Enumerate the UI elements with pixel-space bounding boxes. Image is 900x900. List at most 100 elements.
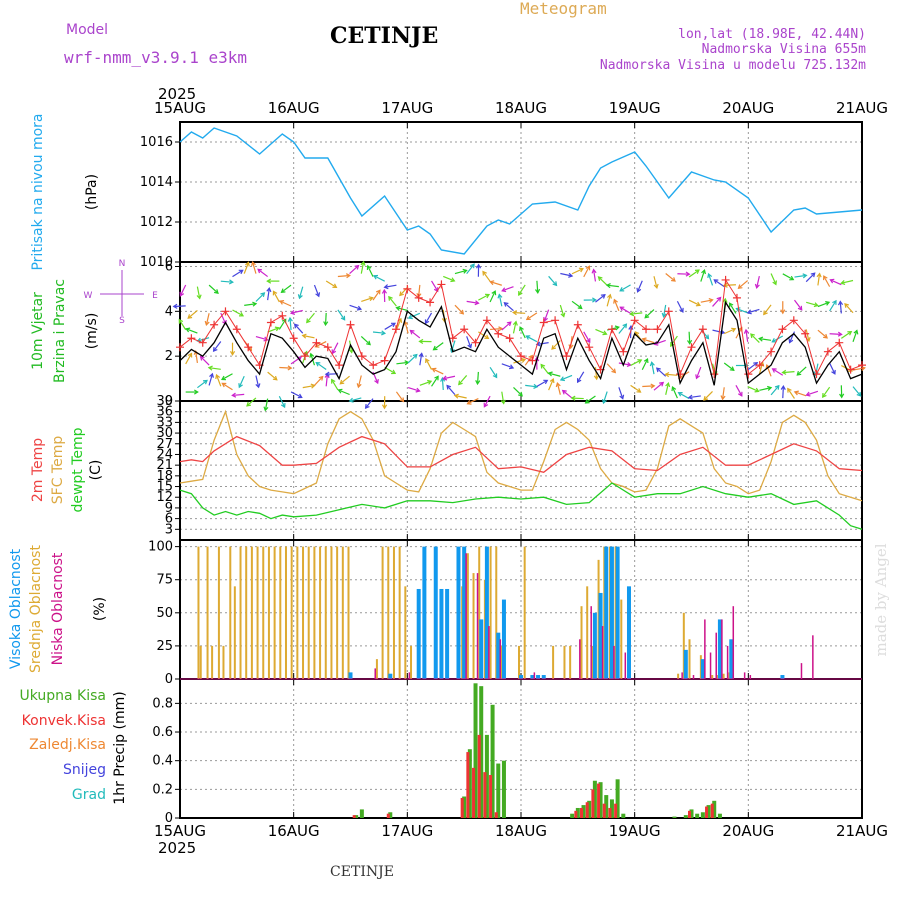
wind-arrow — [325, 374, 329, 387]
wind-arrow — [324, 312, 327, 326]
gust-marker — [607, 325, 616, 334]
wind-arrow — [562, 390, 573, 399]
wind-arrow — [395, 391, 404, 402]
cloud-bar — [800, 663, 803, 679]
wind-arrow-head — [789, 275, 795, 281]
precip-ytick-label: 0.8 — [152, 696, 173, 711]
wind-arrow-head — [374, 379, 379, 385]
wind-arrow — [431, 280, 439, 292]
gust-marker — [539, 318, 548, 327]
wind-arrow-head — [475, 380, 481, 386]
wind-arrow-head — [591, 268, 597, 274]
wind-arrow-head — [552, 281, 558, 287]
date-label-bottom: 20AUG — [722, 822, 774, 840]
wind-arrow — [560, 272, 573, 277]
cloud-bar — [580, 606, 583, 679]
wind-arrow-head — [213, 289, 219, 294]
wind-arrow — [745, 329, 749, 342]
precip-total-bar — [388, 812, 393, 818]
gust-marker — [732, 293, 741, 302]
wind-arrow-head — [483, 402, 489, 408]
precip-conv-bar — [710, 803, 714, 818]
gust-marker — [323, 343, 332, 352]
wind-arrow — [536, 379, 548, 387]
gust-marker — [482, 316, 491, 325]
wind-arrow-head — [772, 280, 777, 286]
wind-arrow — [543, 309, 550, 322]
cloud-bar — [445, 588, 450, 679]
wind-arrow — [388, 296, 397, 307]
wind-arrow-head — [497, 293, 503, 299]
gust-marker — [789, 316, 798, 325]
wind-arrow — [220, 280, 233, 283]
gust-marker — [357, 352, 366, 361]
wind-arrow-head — [508, 364, 515, 370]
wind-arrow-head — [395, 305, 401, 311]
wind-arrow-head — [484, 334, 490, 340]
wind-arrow-head — [787, 387, 792, 393]
precip-total-bar — [695, 813, 700, 818]
wind-arrow-head — [500, 399, 506, 405]
gust-marker — [767, 347, 776, 356]
wind-arrow — [619, 306, 631, 314]
wind-arrow-head — [619, 394, 625, 400]
wind-arrow — [483, 395, 491, 407]
wind-arrow — [466, 300, 479, 304]
wind-arrow — [476, 371, 479, 384]
cloud-bar — [496, 632, 501, 679]
gust-marker — [301, 352, 310, 361]
cloud-bar — [721, 619, 723, 679]
wind-arrow — [372, 289, 381, 301]
wind-arrow-head — [844, 303, 849, 308]
precip-conv-bar — [472, 767, 476, 818]
gust-marker — [778, 325, 787, 334]
wind-arrow-head — [613, 298, 618, 304]
wind-arrow-head — [238, 383, 243, 389]
wind-arrow — [501, 391, 505, 404]
wind-arrow-head — [643, 357, 649, 364]
temperature-ytick-label: 6 — [165, 512, 173, 527]
cloud-bar — [408, 672, 411, 679]
precip-total-bar — [496, 763, 501, 818]
precip-total-bar — [467, 749, 472, 818]
wind-arrow-head — [774, 384, 780, 390]
wind-arrow — [548, 372, 561, 377]
wind-arrow-head — [853, 329, 859, 335]
wind-arrow-head — [391, 322, 397, 328]
cloud-bar — [262, 546, 265, 679]
wind-arrow-head — [238, 269, 244, 275]
wind-arrow — [360, 335, 371, 346]
cloud-bar — [715, 632, 717, 679]
wind-arrow — [220, 312, 227, 325]
wind-arrow — [759, 387, 772, 391]
date-label-bottom: 21AUG — [836, 822, 888, 840]
wind-arrow-head — [605, 283, 611, 289]
wind-arrow — [713, 279, 725, 288]
precip-total-bar — [598, 782, 603, 818]
cloud-bar — [709, 652, 712, 679]
wind-arrow — [478, 293, 490, 301]
wind-arrow-head — [650, 383, 656, 389]
wind-arrow-head — [707, 272, 713, 279]
cloud-bar — [563, 645, 566, 679]
wind-arrow-head — [427, 379, 433, 385]
cloud-bar — [541, 675, 546, 679]
cloud-bar — [613, 645, 615, 679]
altitude-label: Nadmorska Visina 655m — [702, 42, 867, 57]
wind-arrow — [747, 362, 758, 371]
cloud-bar — [519, 675, 523, 679]
wind-arrow — [548, 378, 554, 391]
wind-arrow-head — [738, 391, 743, 397]
wind-arrow — [410, 330, 421, 339]
wind-arrow — [290, 309, 303, 314]
wind-arrow-head — [832, 299, 837, 305]
wind-arrow-head — [685, 271, 691, 277]
wind-arrow — [294, 323, 304, 334]
wind-arrow-head — [767, 385, 773, 391]
gust-marker — [801, 329, 810, 338]
wind-arrow-head — [813, 302, 819, 308]
wind-arrow-head — [559, 376, 565, 382]
wind-arrow — [407, 386, 420, 392]
wind-arrow — [349, 265, 359, 275]
wind-arrow — [839, 301, 842, 314]
